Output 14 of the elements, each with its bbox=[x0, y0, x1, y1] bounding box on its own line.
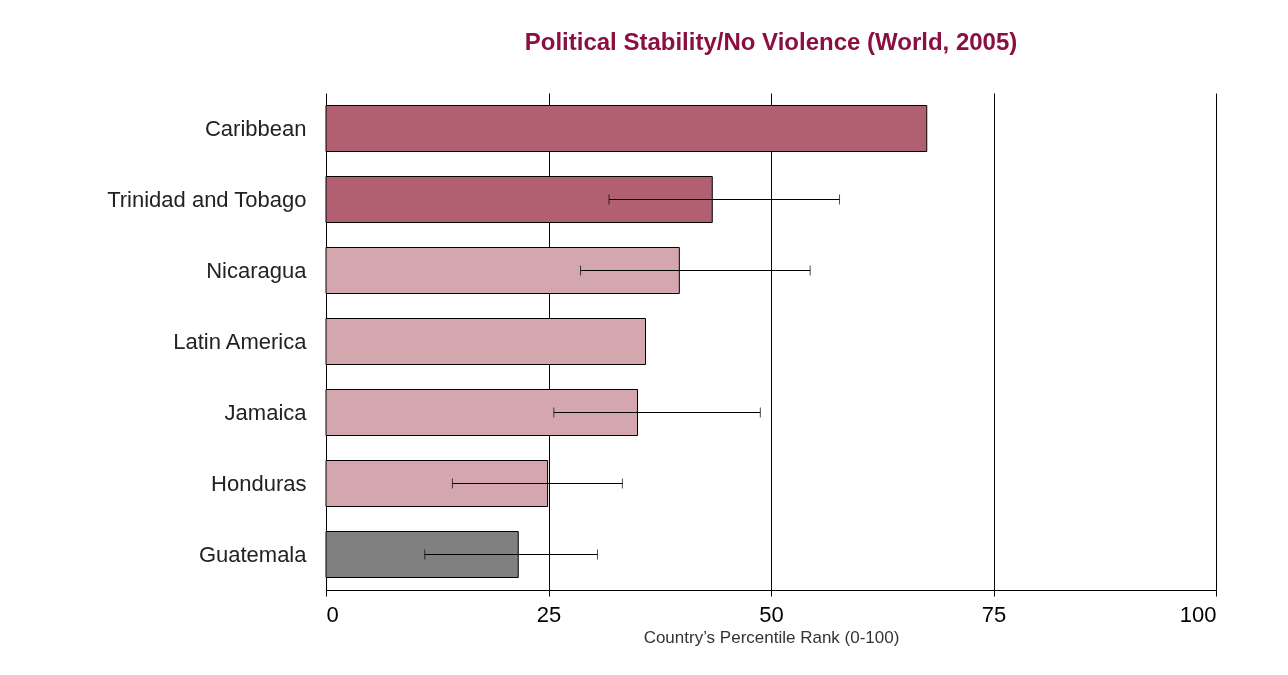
x-axis-title: Country’s Percentile Rank (0-100) bbox=[643, 627, 900, 647]
chart-title: Political Stability/No Violence (World, 2005) bbox=[524, 28, 1018, 55]
y-tick-label: Jamaica bbox=[224, 399, 308, 425]
y-tick-label: Caribbean bbox=[204, 115, 307, 141]
y-tick-label: Guatemala bbox=[198, 541, 308, 567]
x-tick-label: 0 bbox=[326, 601, 339, 627]
y-tick-label: Trinidad and Tobago bbox=[107, 186, 307, 212]
y-tick-label: Honduras bbox=[211, 470, 307, 496]
y-tick-label: Latin America bbox=[173, 328, 308, 354]
x-tick-label: 50 bbox=[759, 601, 784, 627]
x-tick-label: 25 bbox=[536, 601, 562, 627]
x-tick-label: 75 bbox=[981, 601, 1007, 627]
x-tick-label: 100 bbox=[1179, 601, 1217, 627]
y-tick-label: Nicaragua bbox=[206, 257, 308, 283]
